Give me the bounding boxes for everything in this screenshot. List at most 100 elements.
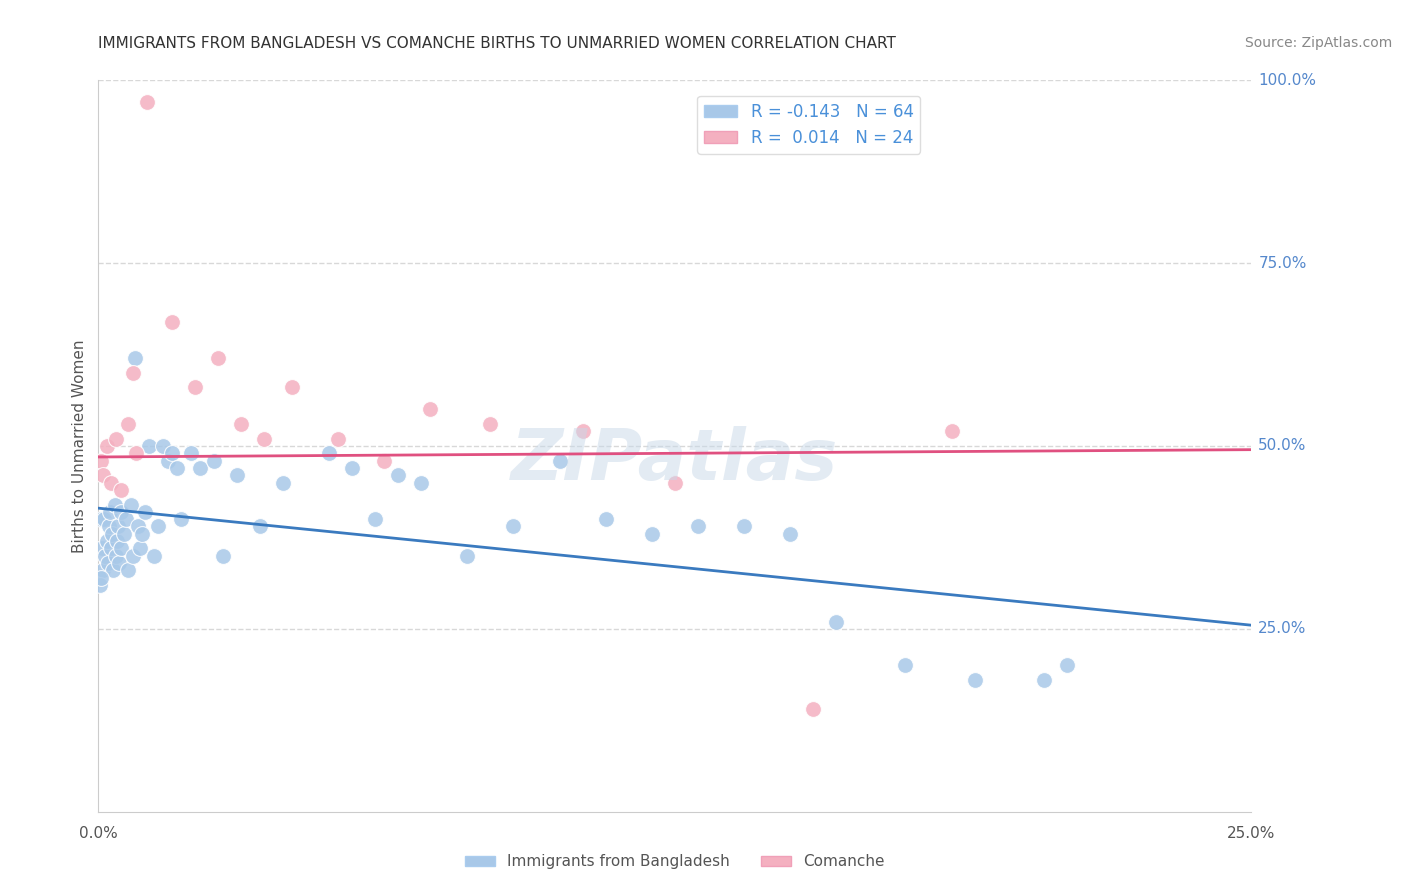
Point <box>479 417 502 431</box>
Point <box>686 519 709 533</box>
Point <box>138 439 160 453</box>
Point <box>104 432 127 446</box>
Point <box>101 563 124 577</box>
Point <box>318 446 340 460</box>
Text: 25.0%: 25.0% <box>1258 622 1306 636</box>
Point <box>91 468 114 483</box>
Point <box>548 453 571 467</box>
Point <box>249 519 271 533</box>
Point <box>571 425 593 439</box>
Point <box>110 483 132 497</box>
Point <box>120 498 142 512</box>
Point <box>160 315 183 329</box>
Point <box>894 658 917 673</box>
Point <box>148 519 170 533</box>
Point <box>122 549 145 563</box>
Point <box>124 351 146 366</box>
Point <box>110 505 132 519</box>
Point <box>97 556 120 570</box>
Point <box>134 505 156 519</box>
Point <box>166 461 188 475</box>
Point <box>664 475 686 490</box>
Point <box>101 526 124 541</box>
Point <box>91 563 114 577</box>
Point <box>97 519 120 533</box>
Point <box>188 461 211 475</box>
Point <box>502 519 524 533</box>
Point <box>231 417 253 431</box>
Point <box>364 512 387 526</box>
Text: Source: ZipAtlas.com: Source: ZipAtlas.com <box>1244 36 1392 50</box>
Text: 0.0%: 0.0% <box>79 827 118 841</box>
Point <box>115 512 138 526</box>
Point <box>117 417 139 431</box>
Point <box>89 578 111 592</box>
Point <box>281 380 304 394</box>
Point <box>91 541 114 556</box>
Point <box>456 549 478 563</box>
Point <box>122 366 145 380</box>
Point <box>328 432 350 446</box>
Point <box>941 425 963 439</box>
Point <box>127 519 149 533</box>
Point <box>207 351 229 366</box>
Point <box>129 541 152 556</box>
Point <box>419 402 441 417</box>
Point <box>152 439 174 453</box>
Point <box>96 534 118 549</box>
Text: 50.0%: 50.0% <box>1258 439 1306 453</box>
Point <box>160 446 183 460</box>
Point <box>180 446 202 460</box>
Legend: Immigrants from Bangladesh, Comanche: Immigrants from Bangladesh, Comanche <box>458 848 891 875</box>
Point <box>184 380 207 394</box>
Point <box>98 505 121 519</box>
Point <box>963 673 986 687</box>
Text: 100.0%: 100.0% <box>1258 73 1316 87</box>
Point <box>93 512 115 526</box>
Point <box>108 556 131 570</box>
Point <box>142 549 165 563</box>
Text: 25.0%: 25.0% <box>1227 827 1275 841</box>
Point <box>387 468 409 483</box>
Y-axis label: Births to Unmarried Women: Births to Unmarried Women <box>72 339 87 553</box>
Point <box>779 526 801 541</box>
Point <box>103 498 125 512</box>
Point <box>110 541 132 556</box>
Point <box>733 519 755 533</box>
Point <box>271 475 294 490</box>
Point <box>340 461 363 475</box>
Point <box>801 702 824 716</box>
Point <box>90 512 112 526</box>
Point <box>96 439 118 453</box>
Point <box>373 453 395 467</box>
Point <box>100 475 122 490</box>
Point <box>100 541 122 556</box>
Text: 75.0%: 75.0% <box>1258 256 1306 270</box>
Point <box>90 571 112 585</box>
Point <box>170 512 193 526</box>
Point <box>135 95 157 110</box>
Point <box>1032 673 1054 687</box>
Point <box>104 549 127 563</box>
Point <box>131 526 153 541</box>
Text: ZIPatlas: ZIPatlas <box>512 426 838 495</box>
Point <box>253 432 276 446</box>
Point <box>94 549 117 563</box>
Point <box>411 475 433 490</box>
Point <box>112 526 135 541</box>
Point <box>212 549 235 563</box>
Point <box>202 453 225 467</box>
Legend: R = -0.143   N = 64, R =  0.014   N = 24: R = -0.143 N = 64, R = 0.014 N = 24 <box>697 96 920 153</box>
Point <box>107 519 129 533</box>
Point <box>156 453 179 467</box>
Point <box>1056 658 1078 673</box>
Point <box>90 453 112 467</box>
Point <box>225 468 247 483</box>
Point <box>105 534 128 549</box>
Point <box>641 526 664 541</box>
Text: IMMIGRANTS FROM BANGLADESH VS COMANCHE BIRTHS TO UNMARRIED WOMEN CORRELATION CHA: IMMIGRANTS FROM BANGLADESH VS COMANCHE B… <box>98 36 896 51</box>
Point <box>825 615 848 629</box>
Point <box>125 446 148 460</box>
Point <box>117 563 139 577</box>
Point <box>595 512 617 526</box>
